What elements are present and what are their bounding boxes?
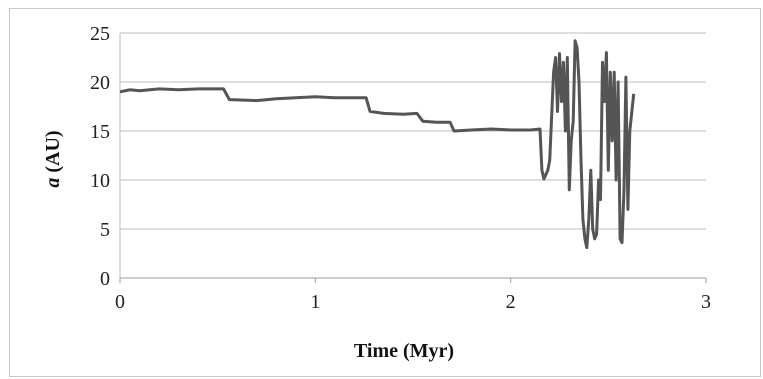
series-layer [119, 39, 636, 250]
x-tick-label: 3 [701, 291, 711, 313]
y-tick-label: 15 [90, 121, 110, 143]
y-tick-label: 0 [100, 268, 110, 290]
grid-lines [120, 32, 706, 230]
series-line-0 [119, 39, 636, 250]
y-axis-variable: a [42, 178, 64, 188]
y-tick-label: 10 [90, 170, 110, 192]
x-axis-title: Time (Myr) [354, 340, 454, 362]
y-axis-title: a (AU) [42, 130, 64, 187]
x-tick-label: 0 [115, 291, 125, 313]
y-tick-label: 5 [100, 219, 110, 241]
x-tick-label: 1 [310, 291, 320, 313]
y-tick-label: 20 [90, 72, 110, 94]
axes [119, 33, 707, 283]
y-tick-label: 25 [90, 23, 110, 45]
tick-labels: 0 5 10 15 20 25 0 1 2 3 [90, 23, 711, 313]
y-axis-unit: (AU) [42, 130, 64, 177]
chart-frame [9, 8, 761, 377]
x-tick-label: 2 [506, 291, 516, 313]
